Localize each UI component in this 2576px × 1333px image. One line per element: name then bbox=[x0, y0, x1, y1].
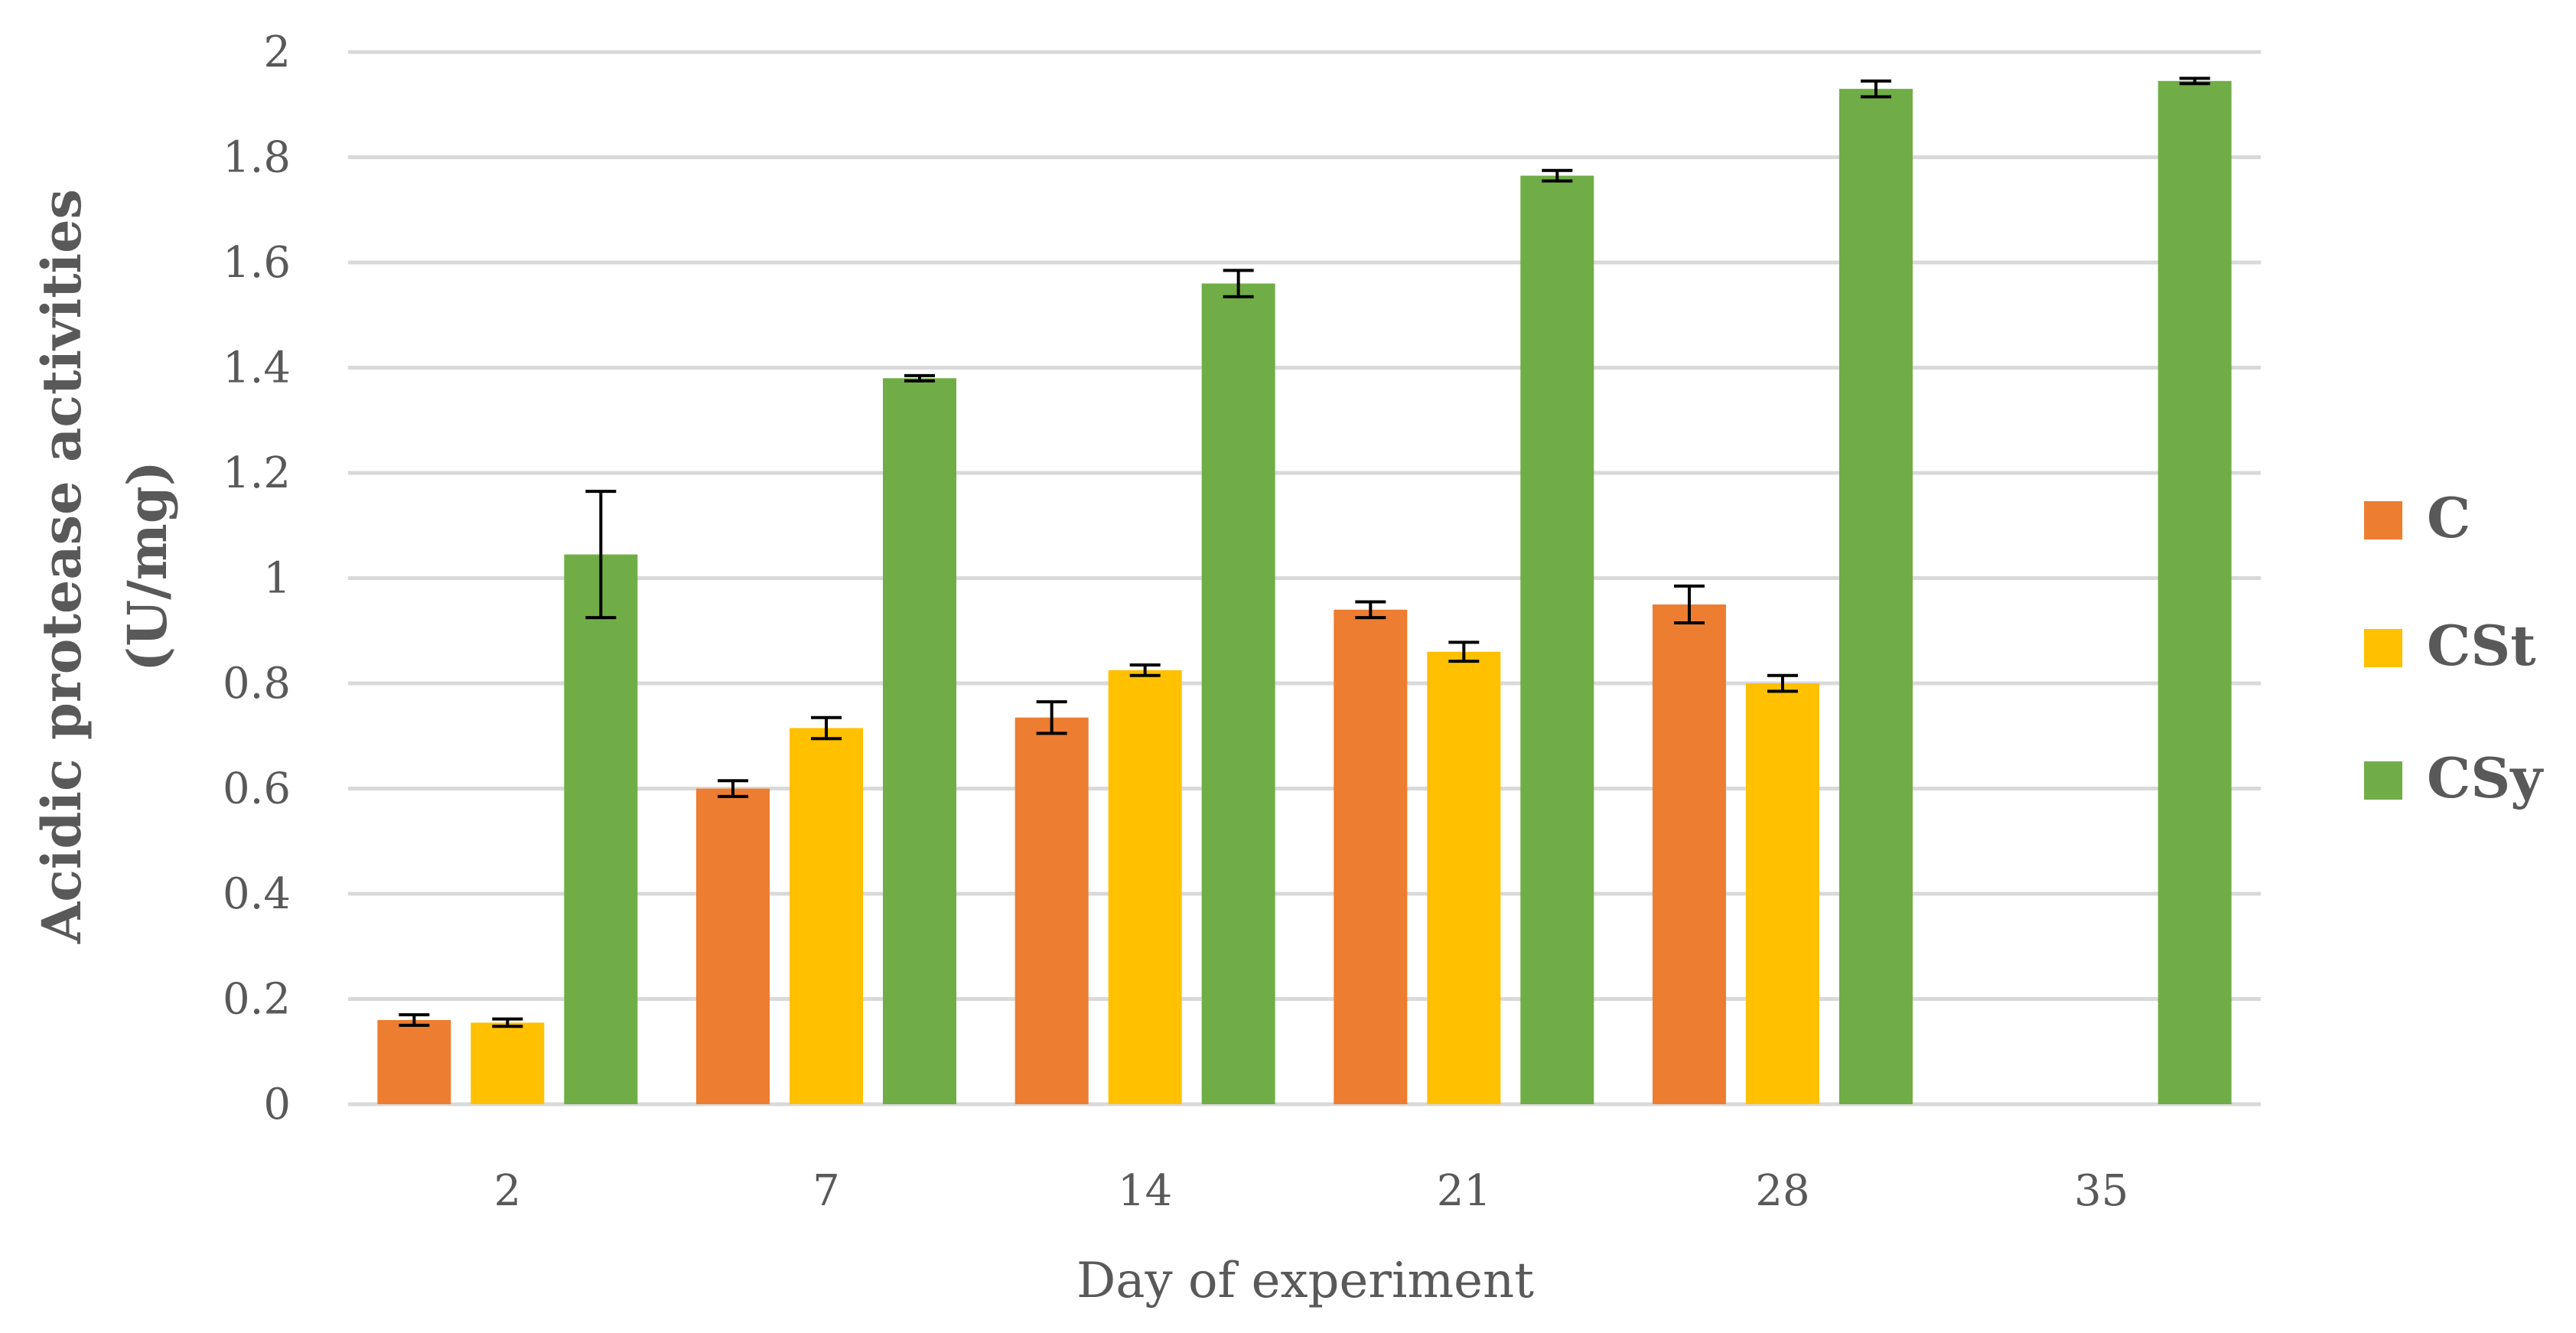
y-tick-label: 0.4 bbox=[223, 869, 291, 919]
bars bbox=[377, 80, 2232, 1104]
x-tick-label: 35 bbox=[2074, 1166, 2128, 1216]
bar-c-day-14 bbox=[1014, 717, 1089, 1104]
bar-csy-day-28 bbox=[1839, 89, 1913, 1104]
y-tick-labels: 0 0.2 0.4 0.6 0.8 1 1.2 1.4 1.6 1.8 2 bbox=[223, 28, 291, 1129]
bar-cst-day-14 bbox=[1108, 670, 1182, 1104]
bar-csy-day-21 bbox=[1520, 175, 1594, 1104]
bar-csy-day-35 bbox=[2158, 80, 2232, 1104]
bar-c-day-28 bbox=[1653, 604, 1726, 1104]
y-tick-label: 1.8 bbox=[223, 133, 291, 183]
bar-c-day-2 bbox=[377, 1020, 451, 1104]
legend-label-csy: CSy bbox=[2427, 745, 2544, 810]
legend-swatch-csy bbox=[2364, 761, 2402, 800]
bar-csy-day-2 bbox=[564, 554, 638, 1104]
x-tick-labels: 2 7 14 21 28 35 bbox=[494, 1166, 2129, 1216]
x-tick-label: 2 bbox=[494, 1166, 522, 1216]
y-tick-label: 2 bbox=[263, 28, 291, 77]
gridlines bbox=[348, 50, 2261, 1106]
y-tick-label: 0.6 bbox=[223, 764, 291, 814]
legend-swatch-c bbox=[2364, 501, 2402, 539]
bar-cst-day-21 bbox=[1427, 651, 1501, 1104]
bar-cst-day-7 bbox=[790, 728, 863, 1104]
y-axis-title-line1: Acidic protease activities bbox=[30, 189, 93, 944]
x-tick-label: 7 bbox=[813, 1166, 840, 1216]
y-tick-label: 0.8 bbox=[223, 659, 291, 709]
y-tick-label: 1 bbox=[263, 554, 291, 604]
x-axis-title: Day of experiment bbox=[1076, 1253, 1534, 1309]
bar-cst-day-28 bbox=[1746, 683, 1819, 1104]
legend-swatch-cst bbox=[2364, 629, 2402, 667]
y-tick-label: 1.6 bbox=[223, 238, 291, 288]
legend: C CSt CSy bbox=[2364, 485, 2544, 810]
legend-label-c: C bbox=[2427, 485, 2470, 550]
error-bars bbox=[399, 77, 2210, 1028]
legend-label-cst: CSt bbox=[2427, 613, 2536, 678]
y-axis-title: Acidic protease activities (U/mg) bbox=[30, 189, 179, 944]
y-tick-label: 1.2 bbox=[223, 448, 291, 498]
bar-c-day-21 bbox=[1334, 609, 1408, 1104]
bar-csy-day-14 bbox=[1201, 283, 1275, 1104]
y-tick-label: 0.2 bbox=[223, 975, 291, 1025]
y-axis-title-line2: (U/mg) bbox=[116, 461, 179, 672]
x-tick-label: 14 bbox=[1118, 1166, 1172, 1216]
x-tick-label: 28 bbox=[1755, 1166, 1809, 1216]
x-tick-label: 21 bbox=[1437, 1166, 1491, 1216]
y-tick-label: 0 bbox=[263, 1080, 291, 1129]
bar-cst-day-2 bbox=[471, 1022, 545, 1104]
y-tick-label: 1.4 bbox=[223, 344, 291, 393]
bar-csy-day-7 bbox=[883, 378, 956, 1104]
bar-c-day-7 bbox=[696, 788, 770, 1104]
